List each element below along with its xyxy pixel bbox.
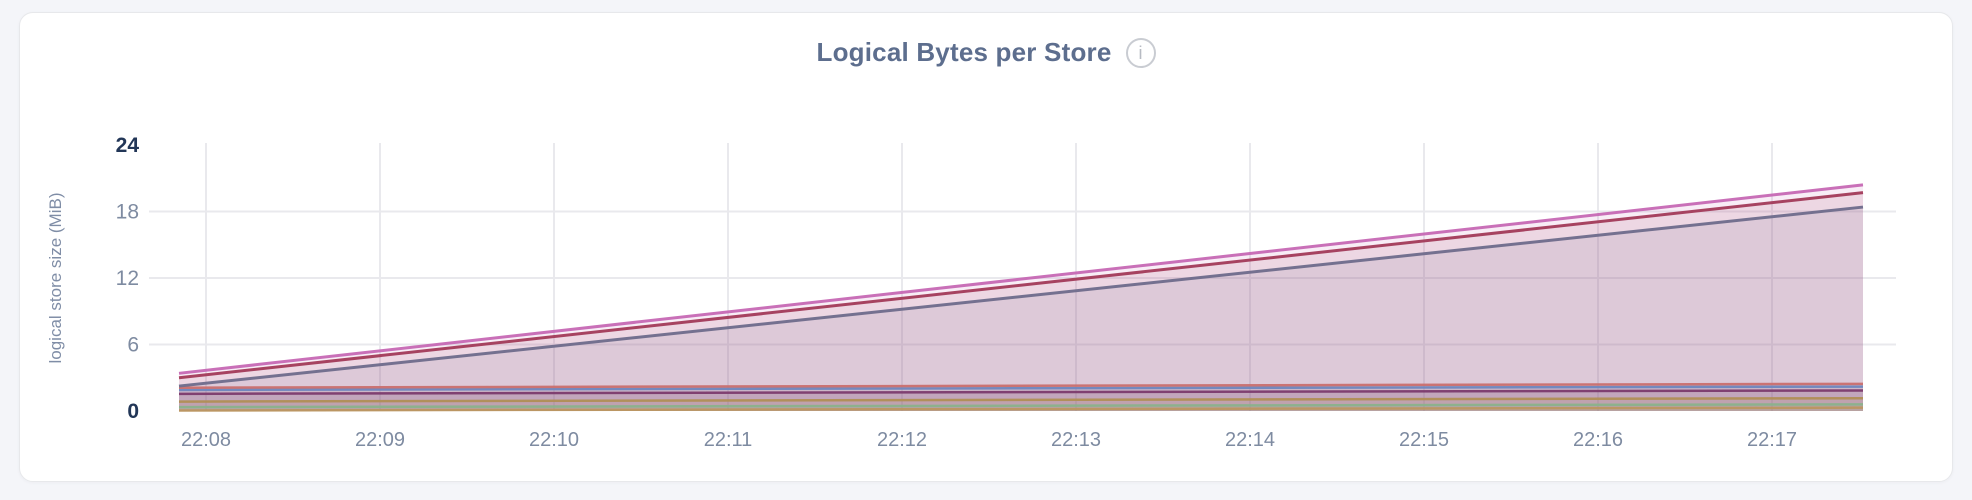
series-line-store-8-green <box>178 403 1864 409</box>
chart-plot[interactable]: 22:08 22:09 22:10 22:11 22:12 22:13 22:14 22:15… <box>20 13 1954 483</box>
x-tick-label: 22:08 <box>181 429 231 451</box>
series-line-store-9-gold <box>178 406 1864 412</box>
chart-card: Logical Bytes per Store i logical store … <box>19 12 1953 482</box>
series-line-store-5-blue <box>178 385 1864 392</box>
series-area-store-2-maroon <box>179 192 1863 411</box>
series-area-store-3-slate <box>179 207 1863 411</box>
x-tick-label: 22:12 <box>877 429 927 451</box>
x-tick-label: 22:15 <box>1399 429 1449 451</box>
y-tick-label: 18 <box>116 201 139 224</box>
y-tick-label: 6 <box>127 334 139 357</box>
x-tick-label: 22:13 <box>1051 429 1101 451</box>
x-tick-label: 22:17 <box>1747 429 1797 451</box>
series-line-store-4-salmon <box>178 382 1864 389</box>
series-line-store-3-slate <box>178 205 1864 388</box>
info-icon-glyph: i <box>1138 42 1143 63</box>
info-icon[interactable]: i <box>1125 37 1156 68</box>
x-tick-label: 22:10 <box>529 429 579 451</box>
series-line-store-2-maroon <box>178 191 1864 380</box>
y-tick-label: 24 <box>116 134 140 157</box>
x-tick-label: 22:09 <box>355 429 405 451</box>
series-line-store-6-plum <box>178 389 1864 396</box>
series-line-store-1-pink <box>178 183 1864 375</box>
x-tick-label: 22:11 <box>704 429 753 451</box>
chart-title: Logical Bytes per Store <box>816 37 1112 67</box>
chart-header: Logical Bytes per Store i <box>20 37 1952 68</box>
y-tick-label: 12 <box>116 267 139 290</box>
x-tick-label: 22:16 <box>1573 429 1623 451</box>
series-line-store-7-tan <box>178 397 1864 403</box>
y-tick-label: 0 <box>127 400 139 423</box>
x-tick-label: 22:14 <box>1225 429 1275 451</box>
